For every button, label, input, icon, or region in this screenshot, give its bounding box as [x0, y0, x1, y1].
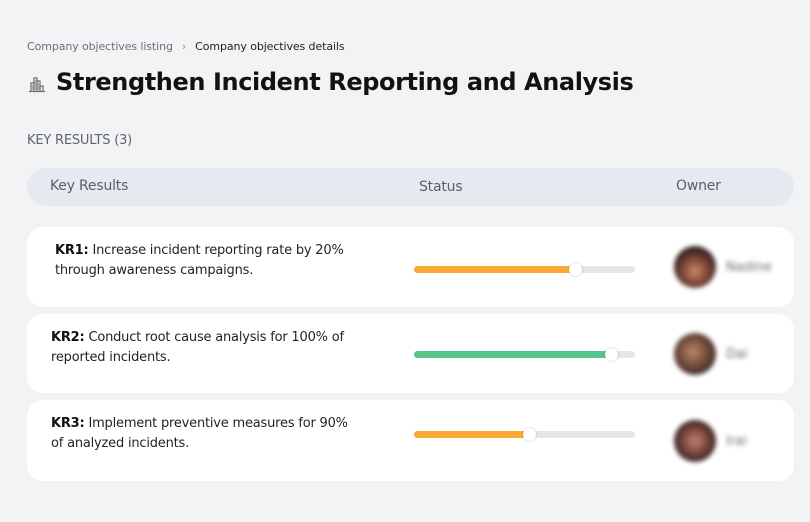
- key-result-row[interactable]: KR2: Conduct root cause analysis for 100…: [27, 314, 794, 393]
- key-result-code: KR2:: [51, 330, 85, 345]
- owner-name: Irai: [726, 433, 747, 449]
- owner[interactable]: Dai: [674, 333, 748, 375]
- column-header-key-results: Key Results: [50, 178, 129, 194]
- breadcrumb-link-listing[interactable]: Company objectives listing: [27, 40, 173, 53]
- avatar: [674, 420, 716, 462]
- breadcrumb-current: Company objectives details: [195, 40, 345, 53]
- progress-fill: [414, 266, 576, 273]
- key-result-text: Conduct root cause analysis for 100% of …: [51, 330, 344, 365]
- chevron-right-icon: ›: [181, 40, 187, 53]
- key-result-text: Implement preventive measures for 90% of…: [51, 416, 348, 451]
- avatar: [674, 246, 716, 288]
- title-row: Strengthen Incident Reporting and Analys…: [27, 68, 634, 96]
- breadcrumb: Company objectives listing › Company obj…: [27, 40, 345, 53]
- progress-thumb: [604, 348, 618, 361]
- page-title: Strengthen Incident Reporting and Analys…: [56, 68, 634, 96]
- key-result-description: KR1: Increase incident reporting rate by…: [55, 241, 365, 281]
- key-result-row[interactable]: KR3: Implement preventive measures for 9…: [27, 400, 794, 481]
- column-header-status: Status: [419, 179, 463, 195]
- owner-name: Nadine: [726, 259, 772, 275]
- progress-bar: [414, 348, 635, 361]
- progress-bar: [414, 263, 635, 276]
- building-chart-icon: [29, 77, 45, 93]
- progress-bar: [414, 428, 635, 441]
- key-results-count-label: KEY RESULTS (3): [27, 133, 133, 148]
- owner[interactable]: Nadine: [674, 246, 772, 288]
- progress-thumb: [569, 263, 583, 276]
- progress-fill: [414, 351, 611, 358]
- progress-thumb: [522, 428, 536, 441]
- avatar: [674, 333, 716, 375]
- key-result-code: KR3:: [51, 416, 85, 431]
- table-header: Key Results Status Owner: [27, 168, 794, 206]
- key-result-code: KR1:: [55, 243, 89, 258]
- column-header-owner: Owner: [676, 178, 721, 194]
- key-result-description: KR2: Conduct root cause analysis for 100…: [51, 328, 361, 368]
- owner-name: Dai: [726, 346, 748, 362]
- progress-fill: [414, 431, 529, 438]
- owner[interactable]: Irai: [674, 420, 747, 462]
- key-result-description: KR3: Implement preventive measures for 9…: [51, 414, 361, 454]
- key-result-row[interactable]: KR1: Increase incident reporting rate by…: [27, 227, 794, 307]
- key-result-text: Increase incident reporting rate by 20% …: [55, 243, 344, 278]
